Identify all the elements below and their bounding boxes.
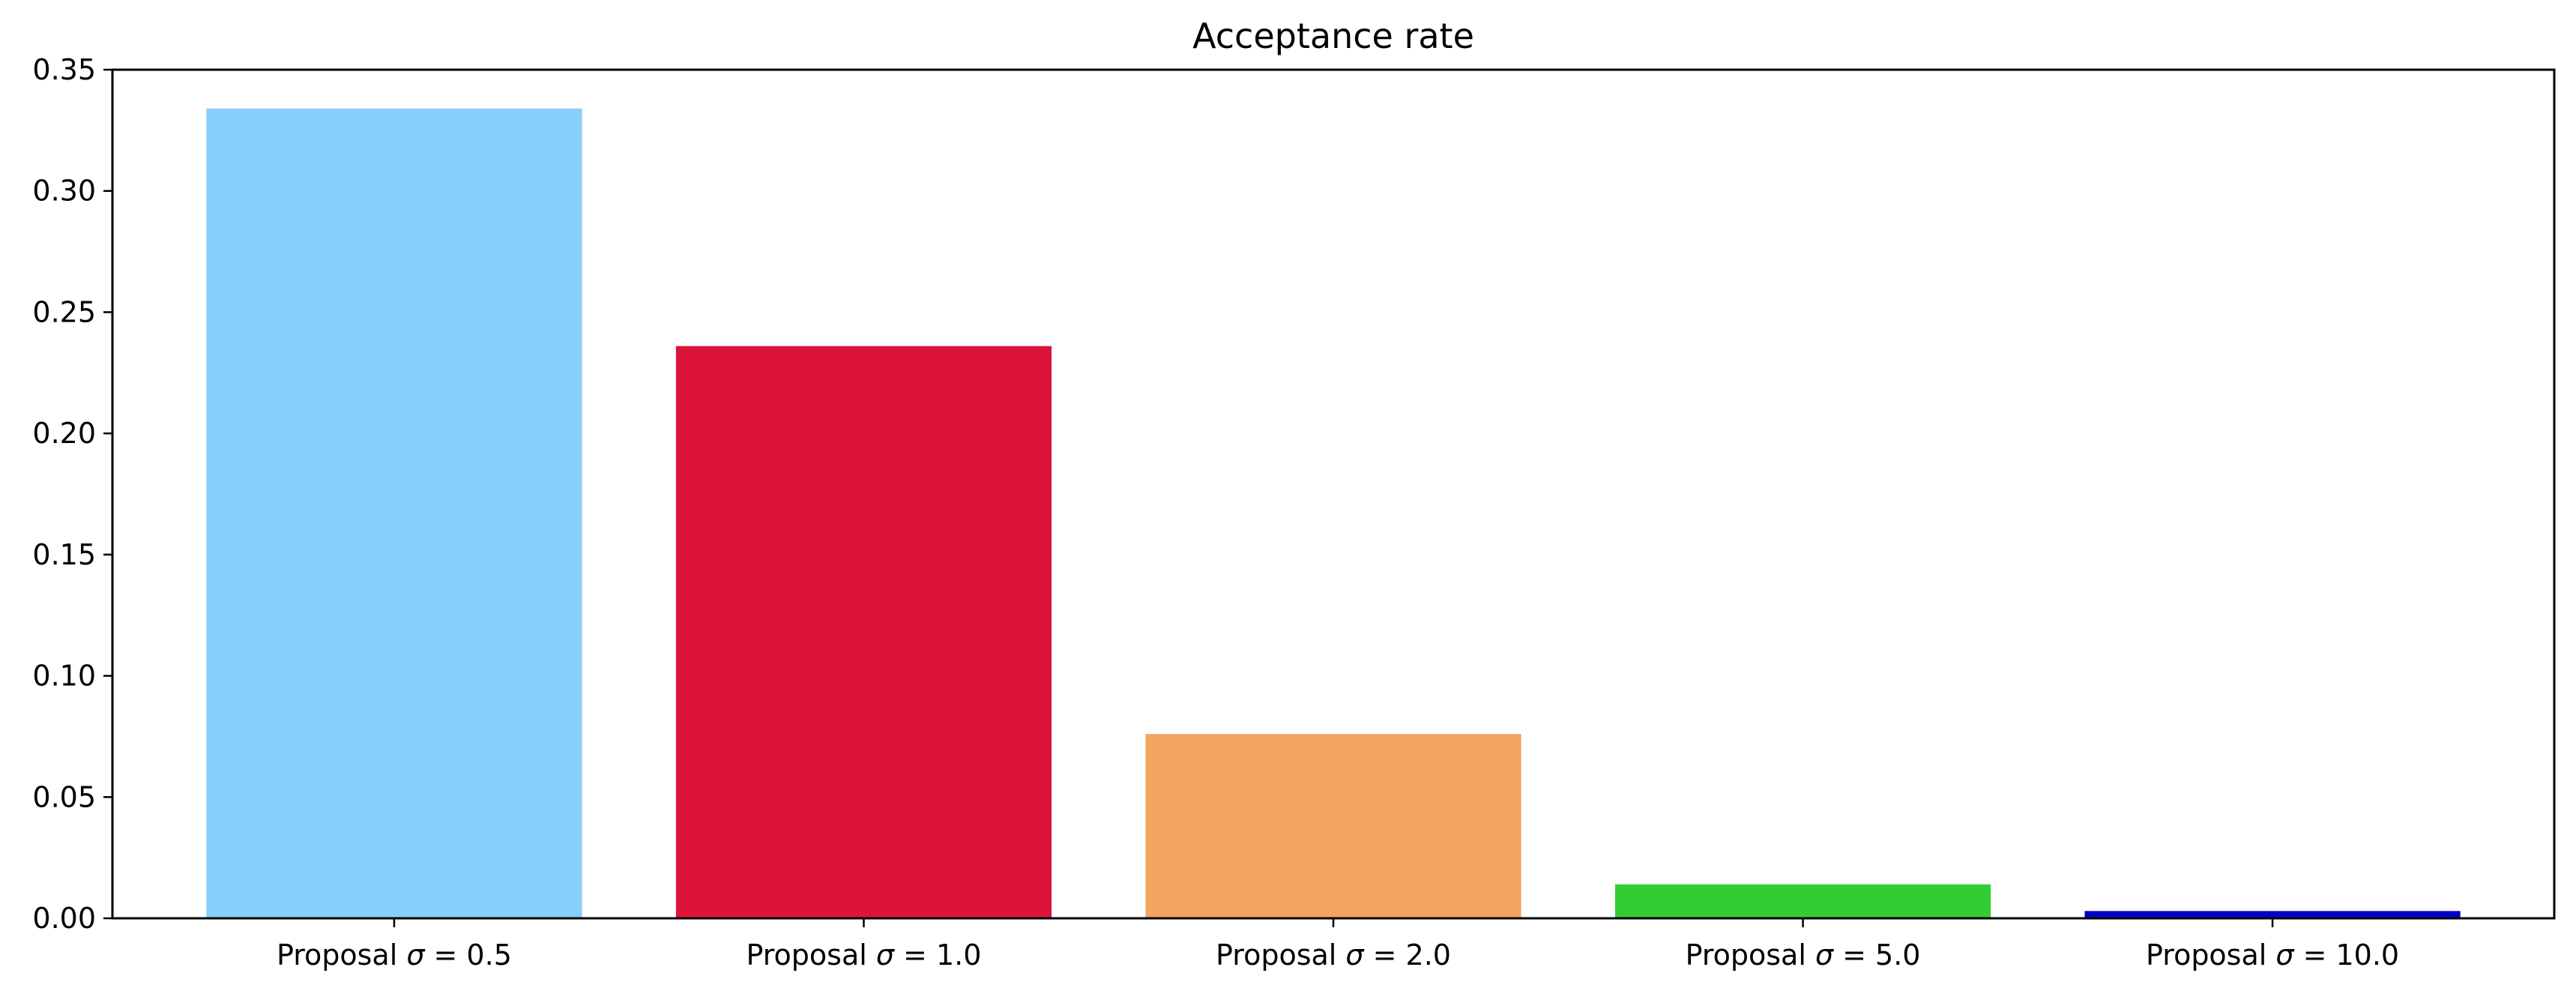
bar <box>206 108 582 919</box>
x-tick-label: Proposal σ = 0.5 <box>277 939 512 972</box>
x-tick-label: Proposal σ = 2.0 <box>1216 939 1451 972</box>
y-tick-label: 0.20 <box>32 417 96 450</box>
bar <box>675 346 1052 918</box>
y-axis: 0.00 0.05 0.10 0.15 0.20 0.25 0.30 0.35 <box>32 53 112 935</box>
x-tick-label: Proposal σ = 1.0 <box>746 939 982 972</box>
bars-layer <box>206 108 2461 919</box>
x-tick-label: Proposal σ = 10.0 <box>2146 939 2399 972</box>
chart-title: Acceptance rate <box>1192 16 1474 56</box>
y-tick-label: 0.00 <box>32 902 96 935</box>
y-tick-label: 0.10 <box>32 660 96 693</box>
y-tick-label: 0.15 <box>32 538 96 571</box>
plot-frame <box>111 68 2556 920</box>
bar <box>1145 734 1521 918</box>
y-tick-label: 0.35 <box>32 53 96 86</box>
bar <box>2084 911 2461 918</box>
y-tick-label: 0.30 <box>32 175 96 208</box>
bar <box>1614 884 1991 918</box>
x-axis: Proposal σ = 0.5 Proposal σ = 1.0 Proposal… <box>277 918 2399 972</box>
x-tick-label: Proposal σ = 5.0 <box>1686 939 1921 972</box>
y-tick-label: 0.05 <box>32 780 96 813</box>
y-tick-label: 0.25 <box>32 295 96 328</box>
